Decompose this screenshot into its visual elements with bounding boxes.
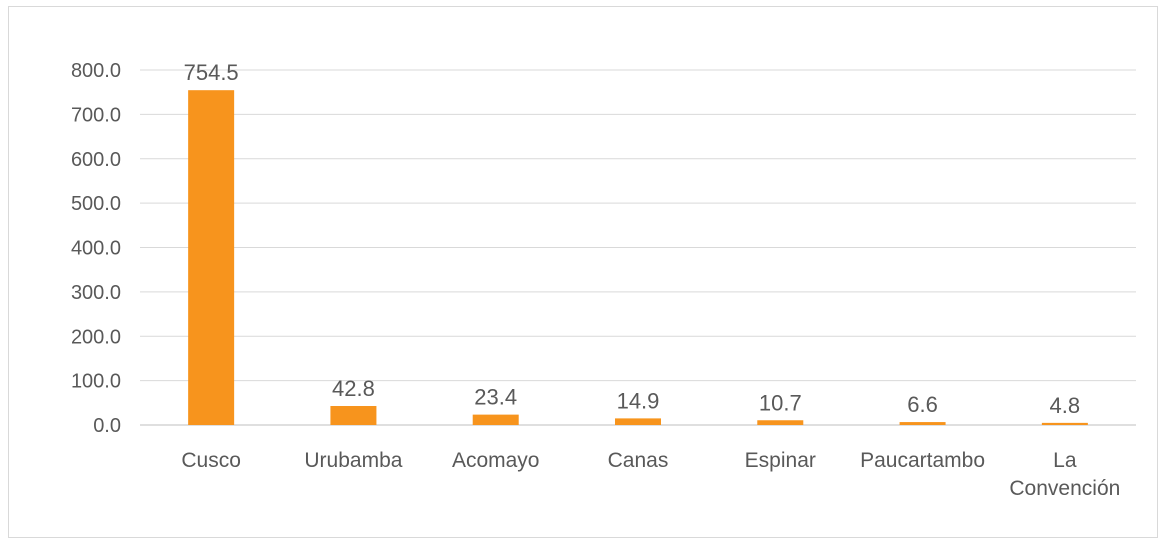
- data-labels: 754.5 42.8 23.4 14.9 10.7 6.6 4.8: [184, 60, 1081, 418]
- category-label: Acomayo: [452, 449, 540, 472]
- y-tick-label: 200.0: [71, 326, 121, 348]
- x-axis-categories: Cusco Urubamba Acomayo Canas Espinar Paucarta…: [181, 449, 1120, 500]
- y-tick-label: 600.0: [71, 149, 121, 171]
- y-tick-label: 700.0: [71, 104, 121, 126]
- data-label: 14.9: [617, 388, 660, 413]
- bar: [899, 422, 946, 425]
- y-tick-label: 500.0: [71, 193, 121, 215]
- category-label: Cusco: [181, 449, 241, 472]
- category-label: La Convención: [1009, 449, 1120, 500]
- category-label: Espinar: [745, 449, 816, 472]
- bar: [1041, 422, 1088, 425]
- y-tick-label: 400.0: [71, 238, 121, 260]
- data-label: 23.4: [474, 385, 517, 410]
- bars: [188, 90, 1088, 426]
- bar: [472, 414, 519, 425]
- data-label: 6.6: [907, 392, 938, 417]
- bar: [615, 418, 661, 425]
- data-label: 4.8: [1050, 393, 1081, 418]
- y-tick-label: 100.0: [71, 371, 121, 393]
- data-label: 754.5: [184, 60, 239, 85]
- bar: [188, 90, 235, 426]
- bar: [757, 420, 804, 425]
- category-label: Paucartambo: [860, 449, 985, 472]
- y-tick-label: 300.0: [71, 282, 121, 304]
- bar: [330, 406, 377, 425]
- data-label: 42.8: [332, 376, 375, 401]
- category-label: Urubamba: [304, 449, 402, 472]
- y-tick-label: 800.0: [71, 60, 121, 82]
- category-label: Canas: [608, 449, 669, 472]
- data-label: 10.7: [759, 390, 802, 415]
- y-axis-ticks: 0.0 100.0 200.0 300.0 400.0 500.0 600.0 700.0 80…: [71, 60, 121, 437]
- gridlines: [140, 69, 1136, 426]
- y-tick-label: 0.0: [93, 415, 121, 437]
